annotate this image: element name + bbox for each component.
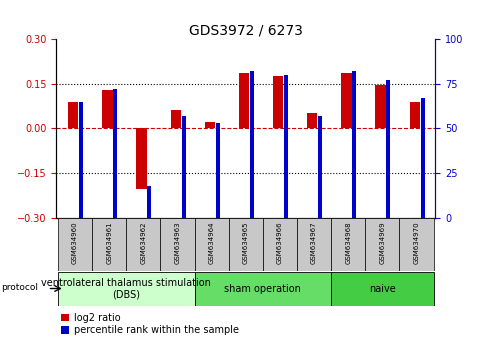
- Bar: [204, 122, 215, 129]
- Bar: [113, 89, 117, 218]
- Bar: [160, 218, 194, 271]
- Bar: [92, 218, 126, 271]
- Text: GSM634969: GSM634969: [379, 221, 385, 264]
- Text: GSM634964: GSM634964: [208, 221, 214, 263]
- Bar: [330, 272, 433, 306]
- Bar: [330, 218, 365, 271]
- Bar: [170, 110, 181, 129]
- Bar: [272, 76, 283, 129]
- Text: ventrolateral thalamus stimulation
(DBS): ventrolateral thalamus stimulation (DBS): [41, 278, 211, 299]
- Bar: [375, 85, 385, 129]
- Title: GDS3972 / 6273: GDS3972 / 6273: [188, 24, 302, 38]
- Bar: [181, 116, 185, 218]
- Legend: log2 ratio, percentile rank within the sample: log2 ratio, percentile rank within the s…: [61, 313, 238, 335]
- Bar: [296, 218, 330, 271]
- Bar: [68, 102, 78, 129]
- Text: protocol: protocol: [1, 283, 38, 292]
- Bar: [262, 218, 296, 271]
- Bar: [215, 123, 219, 218]
- Bar: [409, 102, 419, 129]
- Bar: [239, 73, 248, 129]
- Bar: [306, 113, 317, 129]
- Bar: [284, 75, 287, 218]
- Bar: [420, 98, 424, 218]
- Text: GSM634966: GSM634966: [276, 221, 282, 264]
- Bar: [228, 218, 262, 271]
- Text: naive: naive: [368, 284, 395, 293]
- Text: GSM634967: GSM634967: [310, 221, 316, 264]
- Bar: [194, 218, 228, 271]
- Text: GSM634962: GSM634962: [140, 221, 146, 263]
- Bar: [147, 185, 151, 218]
- Bar: [249, 71, 253, 218]
- Text: GSM634968: GSM634968: [345, 221, 350, 264]
- Text: GSM634965: GSM634965: [242, 221, 248, 263]
- Bar: [341, 73, 351, 129]
- Text: GSM634970: GSM634970: [412, 221, 419, 264]
- Bar: [58, 218, 92, 271]
- Text: GSM634960: GSM634960: [72, 221, 78, 264]
- Bar: [126, 218, 160, 271]
- Bar: [399, 218, 433, 271]
- Bar: [58, 272, 194, 306]
- Bar: [351, 71, 356, 218]
- Text: GSM634963: GSM634963: [174, 221, 180, 264]
- Bar: [79, 102, 83, 218]
- Bar: [365, 218, 399, 271]
- Bar: [386, 80, 390, 218]
- Bar: [318, 116, 322, 218]
- Bar: [102, 90, 112, 129]
- Text: sham operation: sham operation: [224, 284, 301, 293]
- Bar: [136, 129, 146, 189]
- Bar: [194, 272, 330, 306]
- Text: GSM634961: GSM634961: [106, 221, 112, 264]
